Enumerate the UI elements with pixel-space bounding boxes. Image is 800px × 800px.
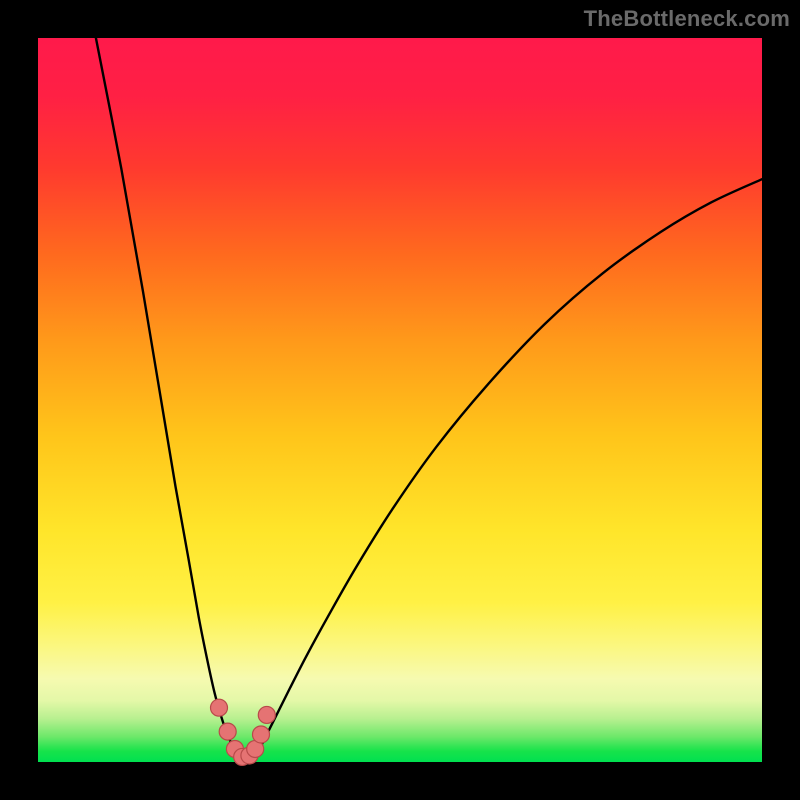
marker-dot	[252, 726, 269, 743]
source-watermark: TheBottleneck.com	[584, 6, 790, 32]
bottleneck-curve-chart	[0, 0, 800, 800]
chart-container: TheBottleneck.com	[0, 0, 800, 800]
marker-dot	[219, 723, 236, 740]
marker-dot	[258, 706, 275, 723]
plot-background	[38, 38, 762, 762]
marker-dot	[211, 699, 228, 716]
